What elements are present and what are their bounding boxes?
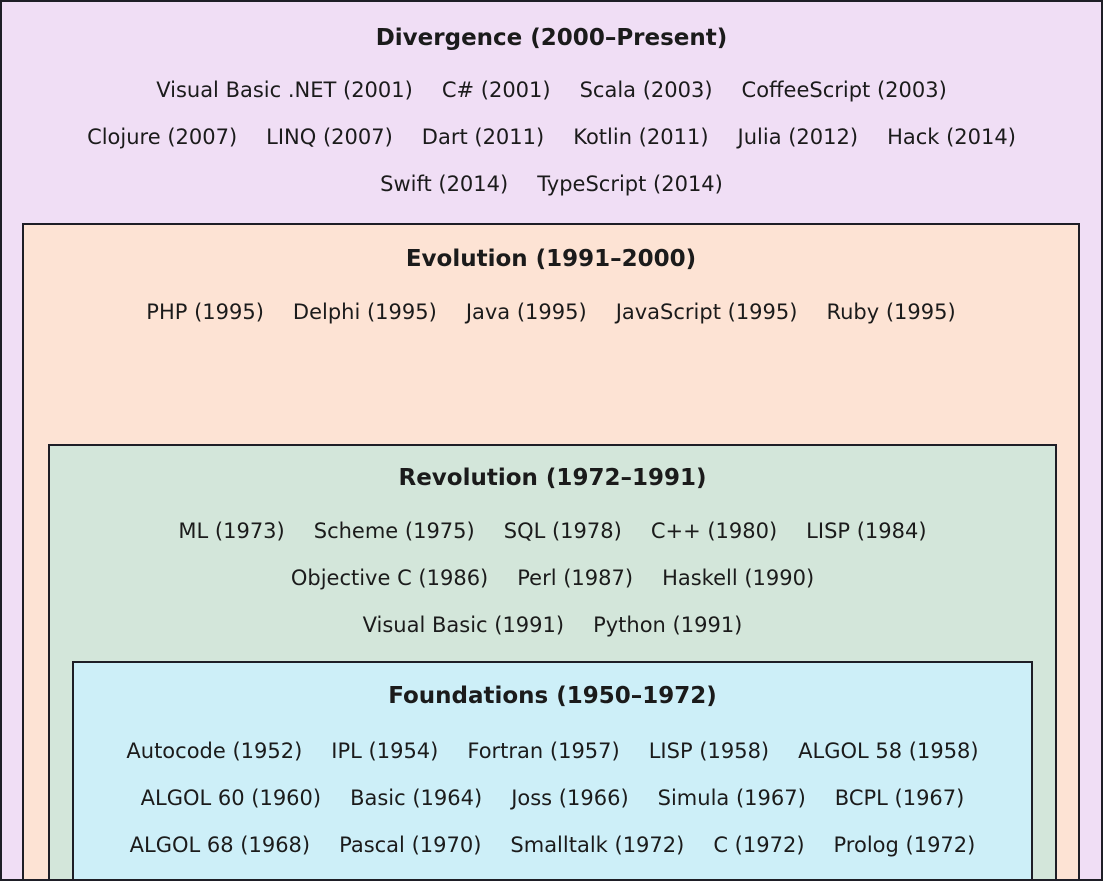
era-foundations-rows: Autocode (1952) IPL (1954) Fortran (1957… — [74, 727, 1031, 868]
language-item: Visual Basic .NET (2001) — [156, 77, 413, 102]
language-item: Joss (1966) — [511, 785, 629, 810]
era-title-evolution: Evolution (1991–2000) — [405, 246, 697, 272]
language-item: Python (1991) — [593, 612, 743, 637]
language-item: Java (1995) — [465, 299, 587, 324]
era-box-evolution: Evolution (1991–2000) PHP (1995) Delphi … — [22, 223, 1080, 879]
language-row: ALGOL 60 (1960) Basic (1964) Joss (1966)… — [74, 774, 1031, 821]
language-row: Visual Basic .NET (2001) C# (2001) Scala… — [2, 66, 1101, 113]
language-item: BCPL (1967) — [834, 785, 965, 810]
language-item: LISP (1958) — [648, 738, 770, 763]
language-item: Smalltalk (1972) — [510, 832, 685, 857]
language-item: Objective C (1986) — [290, 565, 489, 590]
language-item: Haskell (1990) — [662, 565, 815, 590]
language-item: TypeScript (2014) — [537, 171, 723, 196]
language-item: Dart (2011) — [421, 124, 545, 149]
language-item: Hack (2014) — [887, 124, 1016, 149]
era-evolution-rows: PHP (1995) Delphi (1995) Java (1995) Jav… — [24, 288, 1078, 335]
language-item: Swift (2014) — [380, 171, 509, 196]
language-item: Julia (2012) — [737, 124, 859, 149]
language-item: C# (2001) — [441, 77, 551, 102]
era-title-divergence: Divergence (2000–Present) — [375, 25, 728, 51]
language-item: Fortran (1957) — [467, 738, 620, 763]
language-item: Perl (1987) — [517, 565, 634, 590]
language-item: Visual Basic (1991) — [362, 612, 565, 637]
language-item: LINQ (2007) — [266, 124, 393, 149]
language-item: CoffeeScript (2003) — [741, 77, 947, 102]
language-item: IPL (1954) — [331, 738, 439, 763]
language-item: C++ (1980) — [650, 518, 778, 543]
language-item: Delphi (1995) — [292, 299, 437, 324]
language-row: ALGOL 68 (1968) Pascal (1970) Smalltalk … — [74, 821, 1031, 868]
language-item: Pascal (1970) — [339, 832, 482, 857]
language-item: JavaScript (1995) — [615, 299, 798, 324]
language-item: ALGOL 68 (1968) — [129, 832, 311, 857]
language-row: Visual Basic (1991) Python (1991) — [50, 601, 1055, 648]
language-item: Scala (2003) — [579, 77, 713, 102]
language-item: Prolog (1972) — [833, 832, 976, 857]
era-revolution-rows: ML (1973) Scheme (1975) SQL (1978) C++ (… — [50, 507, 1055, 648]
language-item: Ruby (1995) — [826, 299, 956, 324]
language-item: LISP (1984) — [806, 518, 927, 543]
language-row: Clojure (2007) LINQ (2007) Dart (2011) K… — [2, 113, 1101, 160]
language-row: Autocode (1952) IPL (1954) Fortran (1957… — [74, 727, 1031, 774]
language-item: Kotlin (2011) — [573, 124, 709, 149]
language-item: PHP (1995) — [146, 299, 264, 324]
language-item: Basic (1964) — [350, 785, 483, 810]
language-item: C (1972) — [713, 832, 805, 857]
language-item: ML (1973) — [178, 518, 285, 543]
language-row: PHP (1995) Delphi (1995) Java (1995) Jav… — [24, 288, 1078, 335]
language-item: SQL (1978) — [503, 518, 622, 543]
language-item: Scheme (1975) — [313, 518, 475, 543]
era-divergence-rows: Visual Basic .NET (2001) C# (2001) Scala… — [2, 66, 1101, 207]
era-title-foundations: Foundations (1950–1972) — [388, 683, 717, 709]
language-item: Autocode (1952) — [126, 738, 303, 763]
language-item: Clojure (2007) — [87, 124, 238, 149]
language-row: Swift (2014) TypeScript (2014) — [2, 160, 1101, 207]
language-row: ML (1973) Scheme (1975) SQL (1978) C++ (… — [50, 507, 1055, 554]
era-box-foundations: Foundations (1950–1972) Autocode (1952) … — [72, 661, 1033, 879]
language-row: Objective C (1986) Perl (1987) Haskell (… — [50, 554, 1055, 601]
era-title-revolution: Revolution (1972–1991) — [398, 465, 707, 491]
era-box-revolution: Revolution (1972–1991) ML (1973) Scheme … — [48, 444, 1057, 879]
language-item: ALGOL 60 (1960) — [140, 785, 322, 810]
language-item: ALGOL 58 (1958) — [798, 738, 979, 763]
language-item: Simula (1967) — [657, 785, 806, 810]
